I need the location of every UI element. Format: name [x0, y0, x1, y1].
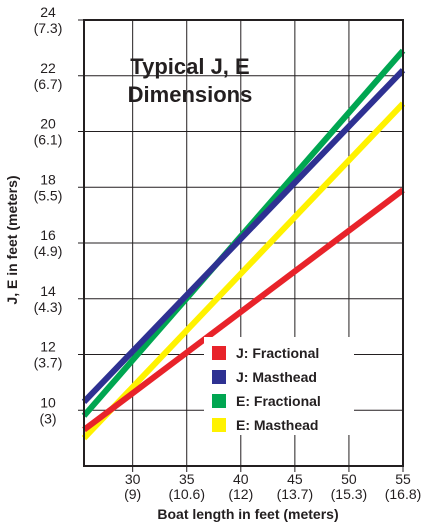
legend-swatch — [212, 418, 226, 432]
legend-swatch — [212, 346, 226, 360]
y-tick-label: 14 — [40, 283, 56, 299]
series-lines — [81, 48, 406, 441]
x-tick-label: 35 — [179, 471, 195, 487]
x-tick-label: 55 — [395, 471, 411, 487]
legend-background — [204, 337, 354, 435]
series-line — [81, 101, 406, 441]
y-tick-sublabel: (5.5) — [34, 187, 63, 203]
y-tick-sublabel: (3) — [39, 410, 56, 426]
x-axis-ticks: 30(9) 35(10.6) 40(12) 45(13.7) 50(15.3) 55(16… — [124, 466, 421, 502]
x-tick-sublabel: (10.6) — [168, 486, 205, 502]
y-tick-sublabel: (4.3) — [34, 299, 63, 315]
chart-title: Typical J, E — [130, 54, 249, 79]
legend-label: E: Fractional — [236, 393, 321, 409]
y-tick-sublabel: (6.7) — [34, 76, 63, 92]
y-tick-sublabel: (4.9) — [34, 243, 63, 259]
series-line — [82, 187, 405, 433]
y-axis-title: J, E in feet (meters) — [4, 175, 20, 304]
legend-swatch — [212, 370, 226, 384]
y-tick-sublabel: (7.3) — [34, 20, 63, 36]
x-tick-sublabel: (9) — [124, 486, 141, 502]
x-tick-sublabel: (15.3) — [331, 486, 368, 502]
x-tick-label: 50 — [341, 471, 357, 487]
legend-swatch — [212, 394, 226, 408]
y-tick-label: 12 — [40, 339, 56, 355]
y-tick-sublabel: (6.1) — [34, 132, 63, 148]
chart-subtitle: Dimensions — [128, 82, 253, 107]
x-tick-sublabel: (16.8) — [385, 486, 422, 502]
y-axis-ticks: 10(3) 12(3.7) 14(4.3) 16(4.9) 18(5.5) 20(6.1)… — [34, 4, 84, 426]
x-tick-label: 30 — [125, 471, 141, 487]
x-tick-sublabel: (12) — [228, 486, 253, 502]
x-tick-label: 40 — [233, 471, 249, 487]
y-tick-label: 22 — [40, 60, 56, 76]
y-tick-sublabel: (3.7) — [34, 355, 63, 371]
legend-label: J: Fractional — [236, 345, 319, 361]
y-tick-label: 10 — [40, 394, 56, 410]
x-tick-sublabel: (13.7) — [277, 486, 314, 502]
y-tick-label: 20 — [40, 116, 56, 132]
x-tick-label: 45 — [287, 471, 303, 487]
y-tick-label: 24 — [40, 4, 56, 20]
legend-label: J: Masthead — [236, 369, 317, 385]
y-tick-label: 18 — [40, 171, 56, 187]
legend-label: E: Masthead — [236, 417, 318, 433]
y-tick-label: 16 — [40, 227, 56, 243]
legend: J: Fractional J: Masthead E: Fractional E: … — [204, 337, 354, 435]
series-line — [81, 68, 406, 404]
x-axis-title: Boat length in feet (meters) — [157, 506, 338, 522]
